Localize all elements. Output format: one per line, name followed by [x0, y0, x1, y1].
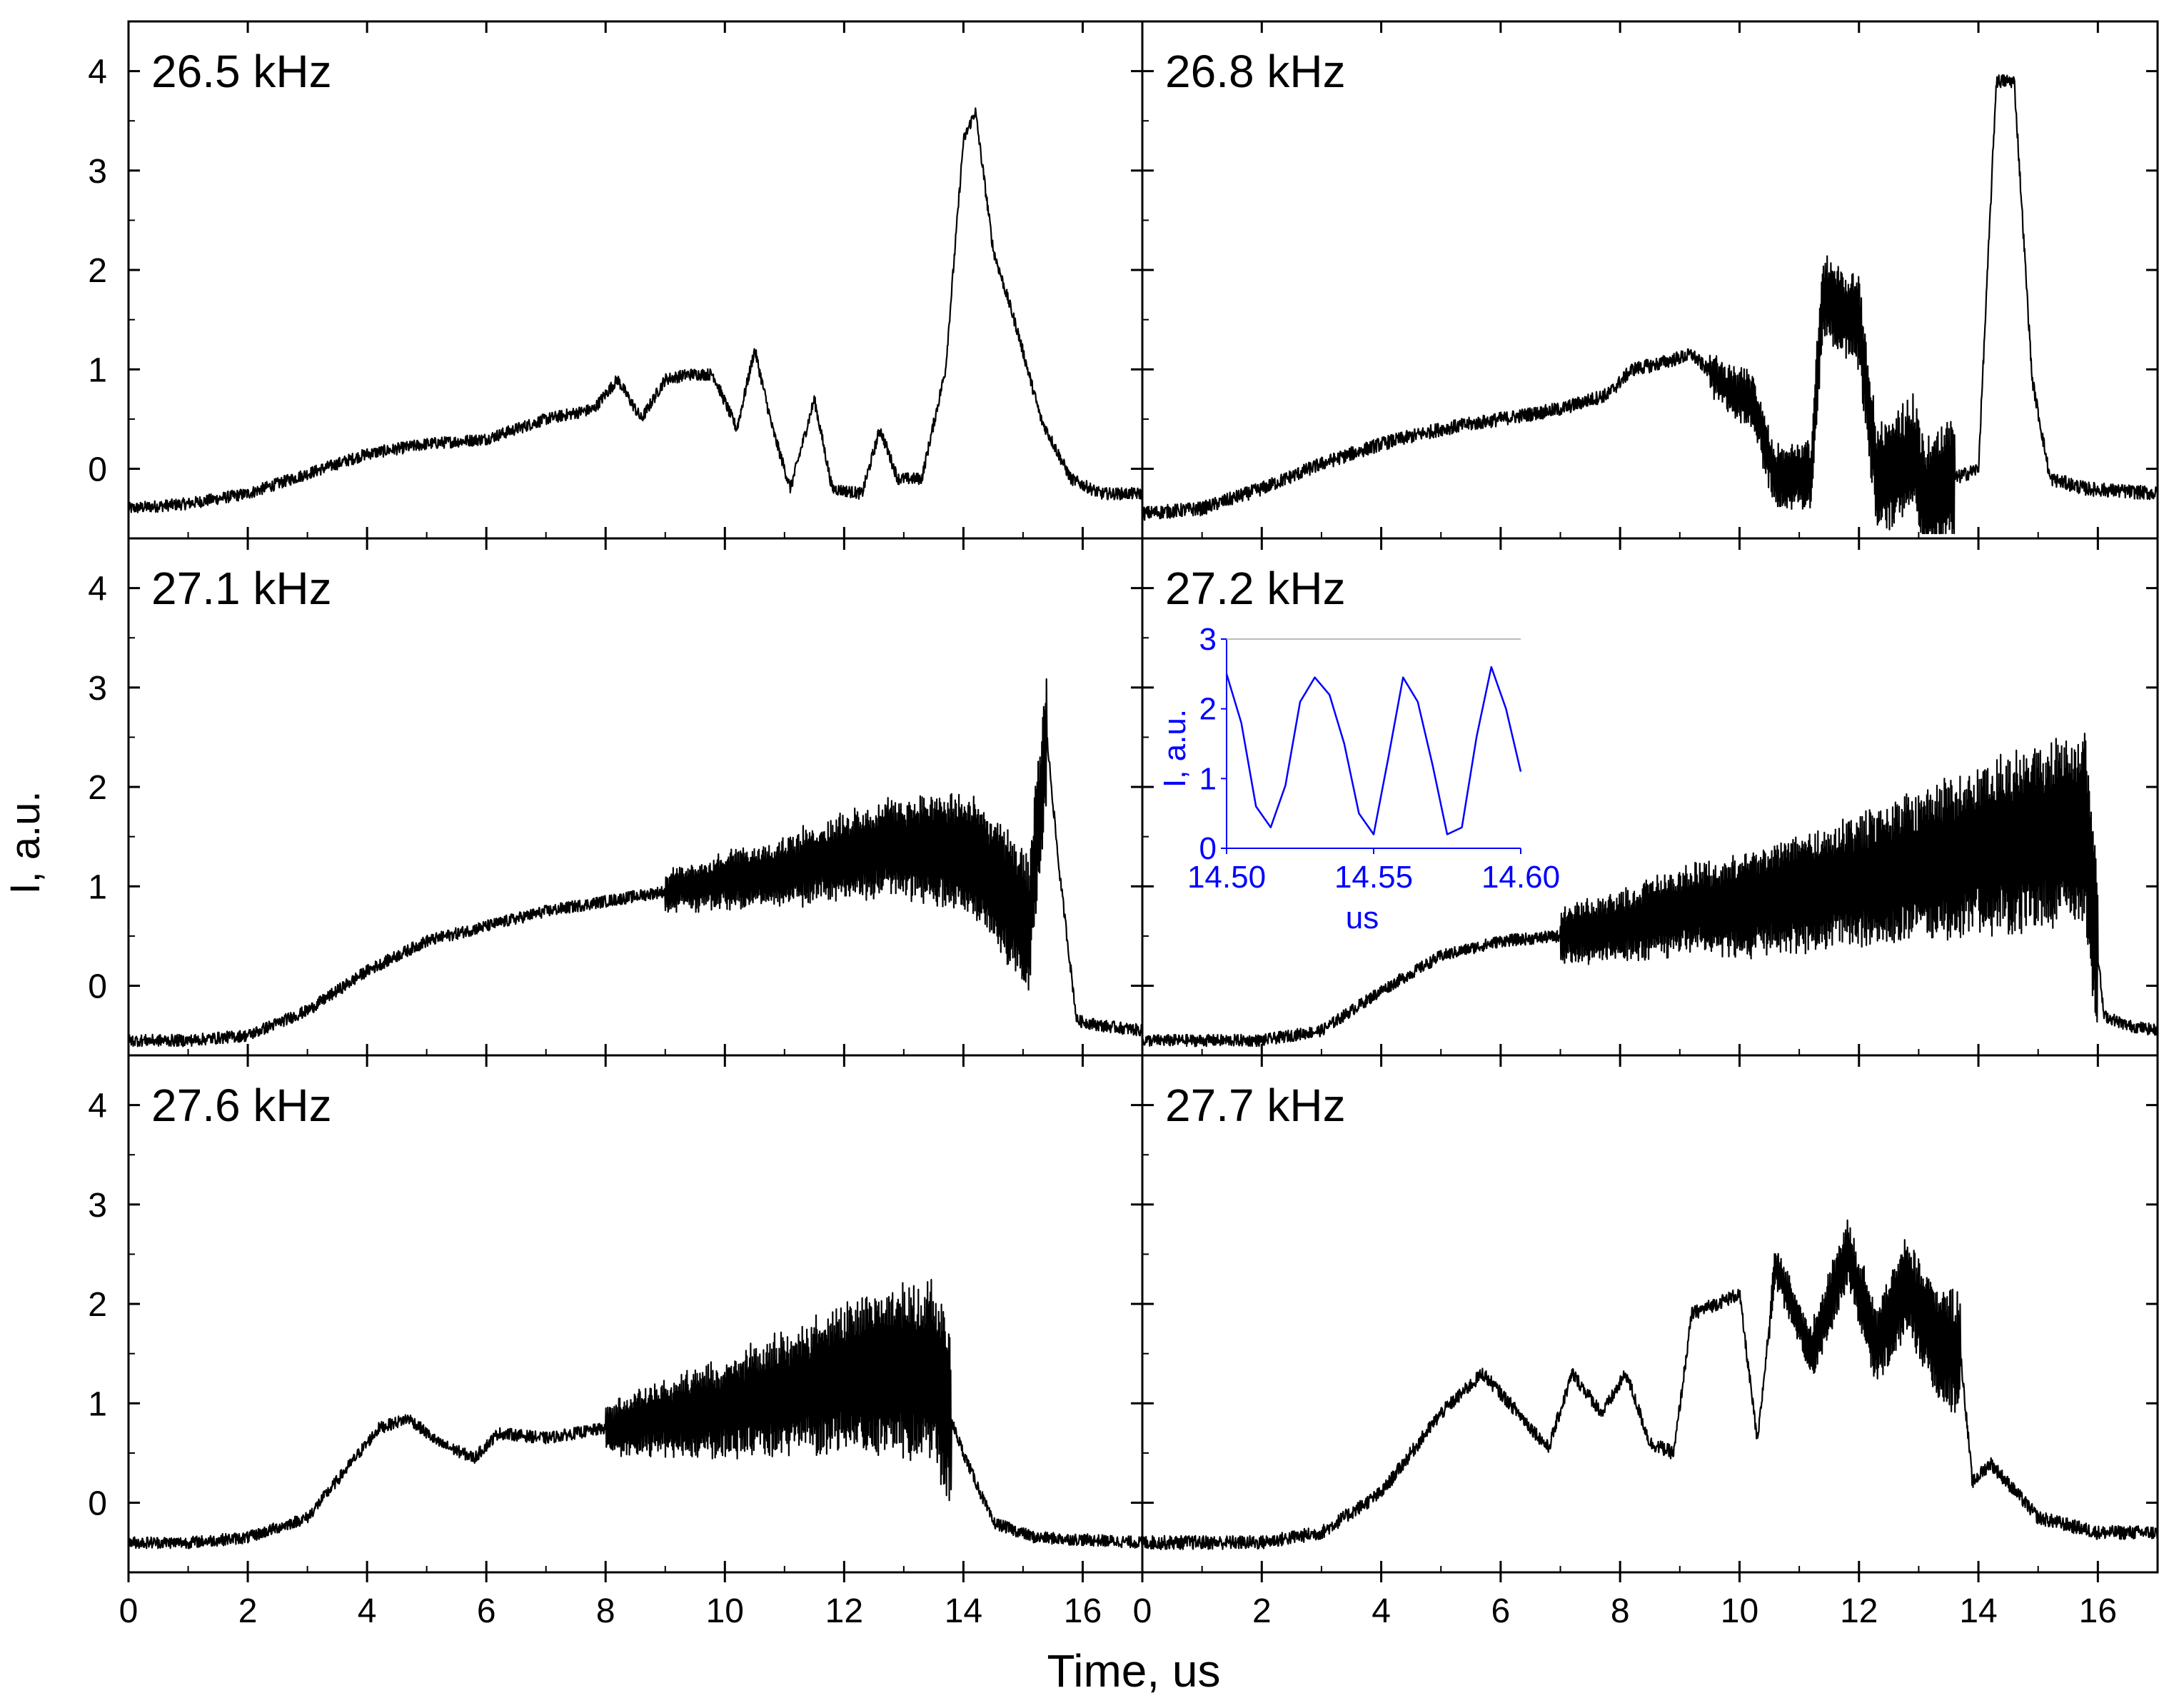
x-tick-label: 6	[477, 1592, 496, 1630]
y-tick-label: 2	[88, 1286, 107, 1324]
x-tick-label: 0	[1133, 1592, 1152, 1630]
inset-y-tick-label: 0	[1199, 831, 1217, 866]
panel-1: 26.8 kHz	[1141, 20, 2159, 540]
x-tick-label: 2	[1252, 1592, 1272, 1630]
x-tick-label: 8	[1611, 1592, 1630, 1630]
x-tick-label: 2	[238, 1592, 258, 1630]
y-tick-label: 0	[88, 451, 107, 489]
y-tick-label: 3	[88, 153, 107, 191]
panel-frame	[1141, 1054, 2159, 1574]
panel-3: 27.2 kHz	[1141, 537, 2159, 1057]
panel-frame	[127, 1054, 1144, 1574]
inset-chart: 0 1 2 3 14.50 14.55 14.60 us I, a.u.	[1157, 622, 1560, 935]
y-tick-label: 2	[88, 252, 107, 290]
y-tick-label: 4	[88, 1087, 107, 1125]
y-tick-label: 3	[88, 1187, 107, 1225]
panel-frame	[127, 20, 1144, 540]
series-line	[1141, 733, 2158, 1048]
inset-x-label: us	[1346, 900, 1379, 935]
x-tick-label: 12	[825, 1592, 863, 1630]
x-tick-label: 14	[1959, 1592, 1997, 1630]
panel-title: 27.1 kHz	[151, 563, 332, 614]
panel-frame	[1141, 20, 2159, 540]
x-axis-label: Time, us	[1047, 1645, 1221, 1697]
y-tick-label: 0	[88, 968, 107, 1006]
series-line	[127, 107, 1144, 513]
y-tick-label: 3	[88, 670, 107, 708]
x-tick-label: 10	[1721, 1592, 1758, 1630]
x-tick-label: 4	[1372, 1592, 1391, 1630]
series-line	[1142, 1219, 2159, 1550]
series-line	[127, 678, 1144, 1048]
y-tick-label: 1	[88, 351, 107, 389]
series-line	[1141, 74, 2159, 535]
panel-title: 27.2 kHz	[1165, 563, 1346, 614]
y-tick-label: 0	[88, 1485, 107, 1523]
y-tick-label: 4	[88, 571, 107, 608]
inset-y-tick-label: 3	[1199, 622, 1217, 657]
x-tick-label: 16	[2079, 1592, 2117, 1630]
x-tick-label: 8	[596, 1592, 615, 1630]
x-tick-label: 14	[945, 1592, 982, 1630]
panel-title: 26.5 kHz	[151, 46, 332, 97]
x-tick-label: 0	[119, 1592, 139, 1630]
panel-0: 0 1 2 3 4 26.5 kHz	[88, 20, 1144, 540]
panel-title: 26.8 kHz	[1165, 46, 1346, 97]
inset-x-tick-label: 14.50	[1187, 860, 1266, 895]
y-tick-label: 1	[88, 868, 107, 906]
panel-frame	[127, 537, 1144, 1057]
inset-y-tick-label: 2	[1199, 692, 1217, 727]
inset-y-label: I, a.u.	[1157, 709, 1192, 788]
x-tick-label: 4	[358, 1592, 377, 1630]
inset-y-tick-label: 1	[1199, 761, 1217, 796]
inset-series-line	[1225, 665, 1522, 835]
panel-title: 27.7 kHz	[1165, 1080, 1346, 1131]
y-tick-label: 1	[88, 1385, 107, 1423]
inset-x-tick-label: 14.60	[1481, 860, 1560, 895]
y-tick-label: 2	[88, 769, 107, 807]
x-tick-label: 16	[1064, 1592, 1102, 1630]
panel-title: 27.6 kHz	[151, 1080, 332, 1131]
x-tick-label: 12	[1840, 1592, 1878, 1630]
y-axis-label: I, a.u.	[2, 790, 49, 894]
panel-2: 0 1 2 3 4 27.1 kHz	[88, 537, 1144, 1057]
x-tick-label: 6	[1491, 1592, 1511, 1630]
x-tick-label: 10	[706, 1592, 744, 1630]
panel-5: 0 2 4 6 8 10 12 14 16 27.7 kHz	[1133, 1054, 2159, 1630]
series-line	[127, 1279, 1144, 1549]
inset-x-tick-label: 14.55	[1334, 860, 1413, 895]
y-tick-label: 4	[88, 54, 107, 91]
